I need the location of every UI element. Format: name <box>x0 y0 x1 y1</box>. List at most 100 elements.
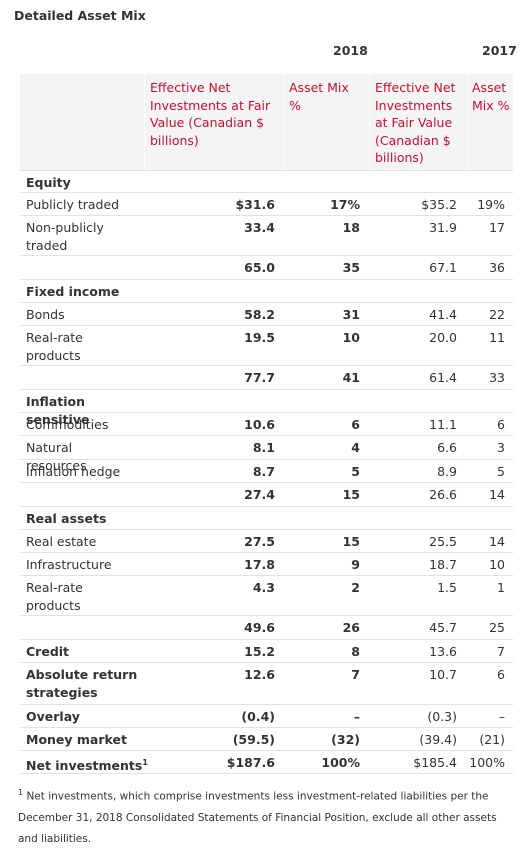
section-row: Inflation sensitive <box>20 389 513 427</box>
net-2018-cell: 27.5 <box>244 534 275 549</box>
mix-2018-cell: 6 <box>351 417 360 432</box>
mix-2017-cell: (21) <box>479 732 505 747</box>
net-2018-cell: $187.6 <box>226 755 275 770</box>
net-2018-cell: 27.4 <box>244 487 275 502</box>
footnote-marker: 1 <box>18 788 24 797</box>
net-2018-cell: (59.5) <box>232 732 275 747</box>
mix-2018-cell: 9 <box>351 557 360 572</box>
net-2018-cell: (0.4) <box>241 709 275 724</box>
net-2017-cell: 8.9 <box>437 464 457 479</box>
mix-2017-cell: 36 <box>489 260 505 275</box>
mix-2017-cell: 14 <box>489 534 505 549</box>
row-label: Real assets <box>26 511 107 526</box>
mix-2017-cell: 10 <box>489 557 505 572</box>
section-row: Money market (59.5) (32) (39.4) (21) <box>20 727 513 751</box>
footnote-ref: 1 <box>142 758 148 767</box>
subtotal-row: 27.4 15 26.6 14 <box>20 482 513 507</box>
net-2018-cell: 17.8 <box>244 557 275 572</box>
mix-2018-cell: 26 <box>342 620 360 635</box>
mix-2017-cell: 7 <box>497 644 505 659</box>
row-label: Bonds <box>26 307 65 322</box>
net-2017-cell: (39.4) <box>419 732 457 747</box>
net-2018-cell: 33.4 <box>244 220 275 235</box>
net-2017-cell: 26.6 <box>429 487 457 502</box>
net-2017-cell: 41.4 <box>429 307 457 322</box>
row-label: Inflation hedge <box>26 464 121 479</box>
table-row: Real estate 27.5 15 25.5 14 <box>20 529 513 553</box>
table-row: Infrastructure 17.8 9 18.7 10 <box>20 552 513 576</box>
row-label: Infrastructure <box>26 557 112 572</box>
mix-2018-cell: (32) <box>331 732 360 747</box>
mix-2018-cell: 10 <box>342 330 360 345</box>
net-2017-cell: (0.3) <box>427 709 457 724</box>
mix-2018-cell: 2 <box>351 580 360 595</box>
net-2018-cell: 49.6 <box>244 620 275 635</box>
year-2017-heading: 2017 <box>482 43 517 58</box>
mix-2017-cell: 22 <box>489 307 505 322</box>
mix-2017-cell: 25 <box>489 620 505 635</box>
row-label: Overlay <box>26 709 80 724</box>
section-row: Absolute return strategies 12.6 7 10.7 6 <box>20 662 513 705</box>
footnote-text: Net investments, which comprise investme… <box>18 790 497 845</box>
net-2017-cell: 13.6 <box>429 644 457 659</box>
net-2017-cell: 45.7 <box>429 620 457 635</box>
header-divider <box>144 74 145 170</box>
section-row: Overlay (0.4) – (0.3) – <box>20 704 513 728</box>
net-2018-cell: 8.7 <box>252 464 275 479</box>
net-2017-cell: 6.6 <box>437 440 457 455</box>
row-label: Real-rate products <box>26 580 83 613</box>
mix-2017-cell: 5 <box>497 464 505 479</box>
net-2018-cell: 77.7 <box>244 370 275 385</box>
mix-2018-cell: – <box>353 709 360 724</box>
mix-2018-cell: 18 <box>342 220 360 235</box>
row-label: Real estate <box>26 534 97 549</box>
net-2018-cell: 12.6 <box>244 667 275 682</box>
mix-2017-cell: 1 <box>497 580 505 595</box>
net-2018-cell: 65.0 <box>244 260 275 275</box>
row-label: Equity <box>26 175 71 190</box>
row-label: Publicly traded <box>26 197 120 212</box>
table-title: Detailed Asset Mix <box>14 8 146 23</box>
row-label: Credit <box>26 644 70 659</box>
row-label: Real-rate products <box>26 330 83 363</box>
row-label: Inflation sensitive <box>26 394 90 427</box>
header-divider <box>467 74 468 170</box>
row-label: Non-publicly traded <box>26 220 104 253</box>
row-label: Net investments1 <box>26 758 148 774</box>
table-bottom-rule <box>20 773 513 774</box>
subtotal-row: 49.6 26 45.7 25 <box>20 615 513 640</box>
header-asset-mix-2018: Asset Mix % <box>289 80 349 113</box>
row-label: Fixed income <box>26 284 120 299</box>
net-2018-cell: 10.6 <box>244 417 275 432</box>
mix-2017-cell: 17 <box>489 220 505 235</box>
mix-2018-cell: 15 <box>342 487 360 502</box>
row-label: Absolute return strategies <box>26 667 138 700</box>
table-row: Natural resources 8.1 4 6.6 3 <box>20 435 513 473</box>
table-row: Real-rate products 19.5 10 20.0 11 <box>20 325 513 366</box>
mix-2018-cell: 5 <box>351 464 360 479</box>
net-2018-cell: 19.5 <box>244 330 275 345</box>
header-divider <box>369 74 370 170</box>
mix-2017-cell: 100% <box>469 755 505 770</box>
row-label: Commodities <box>26 417 109 432</box>
net-2017-cell: 31.9 <box>429 220 457 235</box>
net-2018-cell: 58.2 <box>244 307 275 322</box>
mix-2017-cell: 11 <box>489 330 505 345</box>
header-asset-mix-2017: Asset Mix % <box>472 80 510 113</box>
table-row: Non-publicly traded 33.4 18 31.9 17 <box>20 215 513 256</box>
mix-2018-cell: 8 <box>351 644 360 659</box>
mix-2017-cell: 14 <box>489 487 505 502</box>
mix-2018-cell: 41 <box>342 370 360 385</box>
table-row: Commodities 10.6 6 11.1 6 <box>20 412 513 436</box>
mix-2018-cell: 17% <box>330 197 360 212</box>
net-2017-cell: $185.4 <box>413 755 457 770</box>
table-row: Publicly traded $31.6 17% $35.2 19% <box>20 192 513 216</box>
row-label: Natural resources <box>26 440 87 473</box>
net-2018-cell: 4.3 <box>252 580 275 595</box>
table-row: Bonds 58.2 31 41.4 22 <box>20 302 513 326</box>
mix-2018-cell: 4 <box>351 440 360 455</box>
section-row: Fixed income <box>20 279 513 303</box>
net-2018-cell: $31.6 <box>235 197 275 212</box>
row-label: Money market <box>26 732 127 747</box>
